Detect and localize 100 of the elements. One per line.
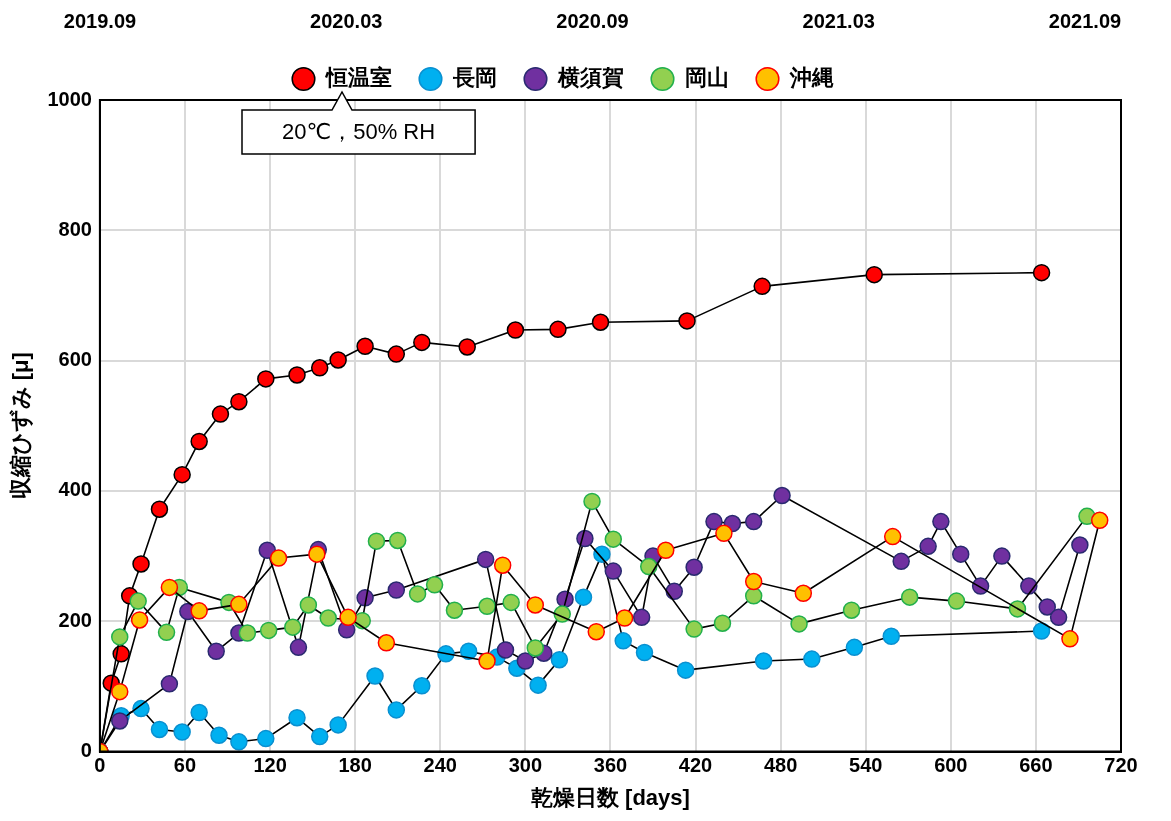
point — [230, 595, 248, 614]
legend-label: 長岡 — [451, 65, 497, 91]
point — [211, 405, 230, 423]
x-tick-label: 240 — [423, 754, 457, 777]
point — [257, 729, 275, 748]
point — [502, 593, 520, 612]
point — [111, 712, 129, 730]
point — [614, 632, 632, 650]
point — [150, 720, 169, 739]
point — [478, 652, 496, 670]
legend-label: 岡山 — [684, 65, 729, 91]
point — [210, 726, 228, 745]
point — [173, 723, 191, 741]
point — [366, 667, 384, 685]
point — [230, 392, 248, 411]
point — [289, 638, 308, 657]
point — [865, 265, 883, 284]
point — [790, 615, 808, 633]
point — [773, 486, 791, 505]
point — [1049, 608, 1068, 627]
point — [715, 524, 733, 543]
point — [173, 465, 191, 484]
point — [1032, 622, 1051, 640]
point — [111, 628, 129, 646]
point — [635, 643, 654, 662]
point — [445, 601, 464, 619]
x-tick-label: 180 — [338, 754, 372, 777]
point — [550, 650, 569, 669]
point — [604, 562, 623, 580]
x-tick-label: 420 — [678, 754, 713, 777]
point — [951, 545, 970, 563]
point — [413, 333, 431, 352]
point — [657, 541, 675, 560]
point — [207, 642, 225, 660]
point — [284, 618, 302, 636]
point — [329, 351, 347, 369]
point — [493, 556, 512, 574]
legend-label: 横須賀 — [556, 65, 624, 91]
point — [529, 676, 547, 694]
point — [744, 587, 763, 605]
point — [900, 588, 919, 606]
point — [459, 642, 478, 660]
point — [367, 532, 386, 550]
point — [310, 727, 329, 746]
point — [111, 682, 129, 701]
point — [845, 638, 864, 657]
point — [230, 733, 248, 751]
y-tick-label: 800 — [58, 217, 92, 240]
point — [339, 608, 357, 627]
legend-label: 恒温室 — [323, 65, 392, 91]
point — [160, 675, 179, 693]
point — [892, 552, 910, 571]
point — [615, 609, 634, 627]
point — [257, 370, 275, 388]
y-tick-label: 400 — [58, 478, 92, 501]
point — [993, 547, 1011, 565]
point — [803, 650, 821, 668]
point — [932, 512, 950, 531]
point — [883, 527, 902, 546]
point — [478, 597, 496, 616]
x-tick-label: 360 — [593, 754, 628, 777]
point — [269, 549, 288, 567]
x-axis-title: 乾燥日数 [days] — [530, 784, 690, 810]
point — [685, 558, 703, 576]
text: 2020.03 — [310, 9, 383, 32]
point — [387, 701, 406, 719]
point — [190, 703, 208, 722]
point — [947, 592, 966, 610]
point — [299, 596, 318, 614]
point — [329, 716, 347, 734]
point — [574, 588, 593, 606]
point — [506, 321, 525, 339]
y-axis-title: 収縮ひずみ [μ] — [8, 352, 35, 500]
point — [587, 622, 606, 641]
text: 2021.09 — [1048, 9, 1122, 32]
point — [604, 530, 623, 548]
point — [408, 585, 427, 603]
y-tick-label: 0 — [80, 739, 92, 762]
point — [132, 555, 150, 573]
point — [1032, 263, 1051, 282]
point — [288, 366, 306, 384]
y-tick-label: 1000 — [47, 87, 92, 110]
point — [665, 582, 684, 601]
point — [190, 432, 208, 451]
point — [526, 639, 545, 657]
point — [632, 608, 651, 627]
point — [308, 545, 326, 563]
point — [639, 557, 658, 576]
point — [754, 652, 773, 670]
text: 2021.03 — [802, 9, 875, 32]
x-tick-label: 300 — [508, 754, 543, 777]
point — [744, 512, 763, 531]
point — [1061, 630, 1079, 648]
point — [882, 627, 900, 646]
point — [526, 596, 545, 614]
point — [413, 677, 431, 695]
x-tick-label: 720 — [1104, 754, 1138, 777]
text: 2019.09 — [63, 9, 137, 32]
point — [1038, 598, 1056, 616]
point — [190, 602, 208, 620]
